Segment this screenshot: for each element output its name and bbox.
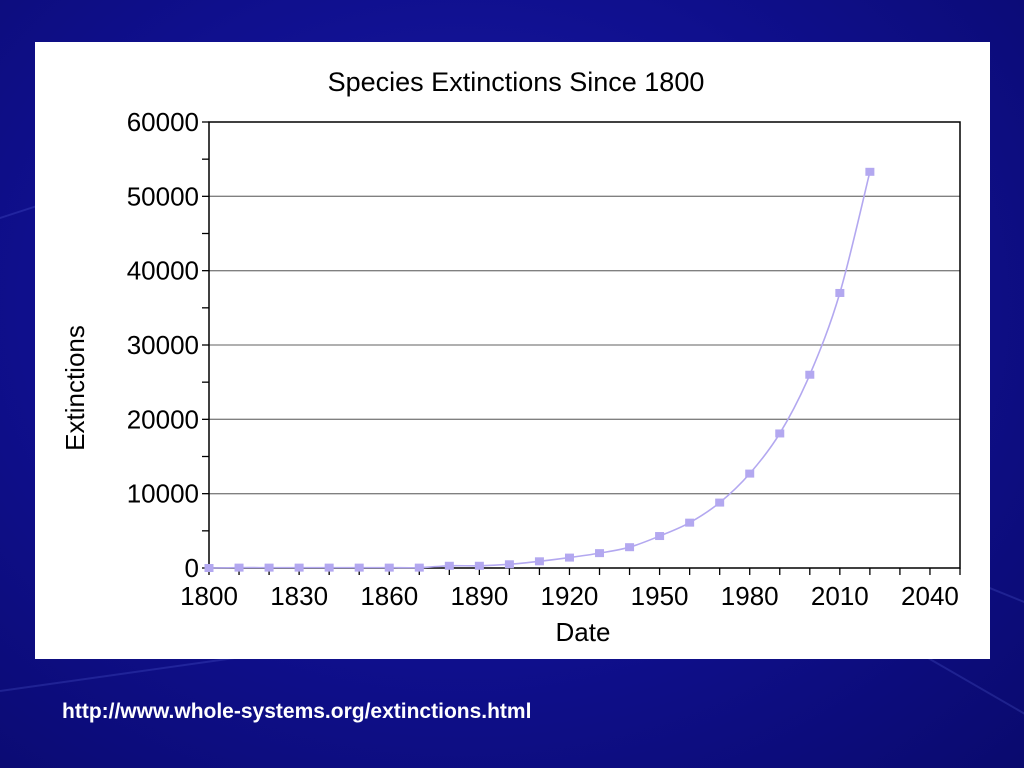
- data-point: [715, 498, 725, 507]
- data-point: [775, 429, 785, 438]
- series-line: [208, 171, 871, 569]
- axis-ticks: [202, 121, 961, 575]
- source-url[interactable]: http://www.whole-systems.org/extinctions…: [62, 700, 532, 723]
- data-point: [234, 563, 244, 572]
- data-point: [264, 563, 274, 572]
- y-tick-label: 60000: [127, 107, 199, 137]
- chart-panel: Species Extinctions Since 1800 1800 1830 1…: [35, 42, 990, 659]
- y-tick-label: 30000: [127, 330, 199, 360]
- x-tick-label: 2040: [901, 581, 959, 611]
- y-tick-label: 50000: [127, 181, 199, 211]
- x-tick-label: 1800: [180, 581, 238, 611]
- data-point: [324, 563, 334, 572]
- grid-lines: [209, 195, 960, 495]
- data-point: [835, 288, 845, 297]
- x-tick-label: 1920: [541, 581, 599, 611]
- y-axis-tick-labels: 0 10000 20000 30000 40000 50000 60000: [127, 107, 199, 583]
- data-point: [595, 549, 605, 558]
- data-point: [534, 557, 544, 566]
- data-point: [384, 563, 394, 572]
- chart-canvas: Species Extinctions Since 1800 1800 1830 1…: [60, 67, 961, 647]
- data-point: [625, 543, 635, 552]
- series-markers: [204, 167, 875, 572]
- x-tick-label: 1860: [360, 581, 418, 611]
- y-axis-title: Extinctions: [60, 325, 90, 451]
- data-point: [354, 563, 364, 572]
- x-tick-label: 1890: [450, 581, 508, 611]
- data-point: [444, 561, 454, 570]
- x-tick-label: 2010: [811, 581, 869, 611]
- data-point: [204, 564, 214, 572]
- data-point: [865, 167, 875, 176]
- y-tick-label: 0: [185, 553, 199, 583]
- x-tick-label: 1980: [721, 581, 779, 611]
- data-point: [655, 532, 665, 541]
- y-tick-label: 40000: [127, 256, 199, 286]
- x-axis-tick-labels: 1800 1830 1860 1890 1920 1950 1980 2010 2040: [180, 581, 959, 611]
- x-tick-label: 1950: [631, 581, 689, 611]
- y-tick-label: 20000: [127, 404, 199, 434]
- x-axis-title: Date: [556, 617, 611, 647]
- data-point: [564, 553, 574, 562]
- data-point: [294, 563, 304, 572]
- chart-title: Species Extinctions Since 1800: [328, 67, 705, 97]
- data-point: [504, 560, 514, 569]
- data-point: [474, 561, 484, 570]
- y-tick-label: 10000: [127, 479, 199, 509]
- data-point: [685, 518, 695, 527]
- x-tick-label: 1830: [270, 581, 328, 611]
- data-point: [414, 563, 424, 572]
- data-point: [745, 469, 755, 478]
- data-point: [805, 370, 815, 379]
